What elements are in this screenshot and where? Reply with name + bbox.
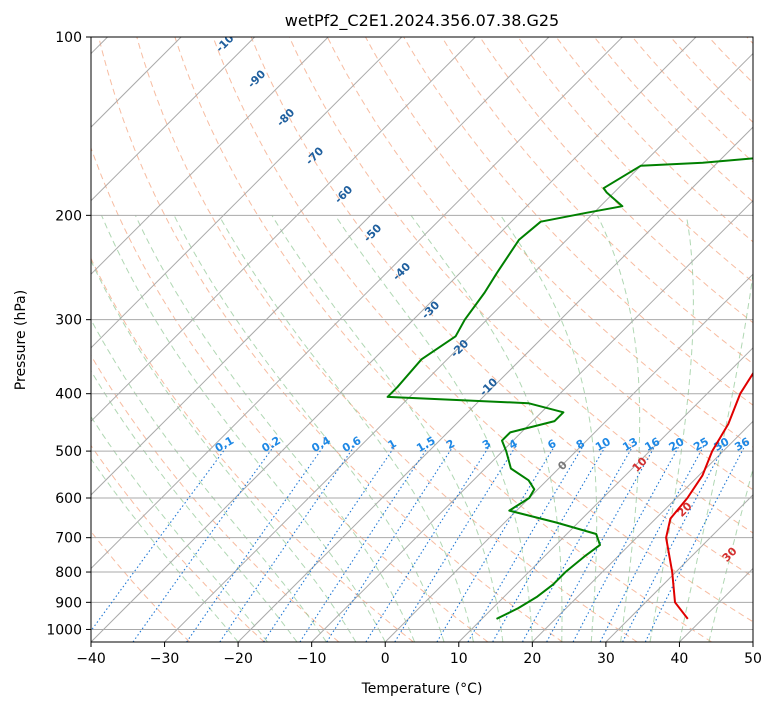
mixing-ratio-line xyxy=(263,445,396,642)
y-tick-label: 1000 xyxy=(46,622,82,638)
isotherm-gridline xyxy=(91,37,623,570)
isotherm-gridline xyxy=(237,126,753,642)
isotherm-gridline xyxy=(91,37,550,496)
dry-adiabat-line xyxy=(91,444,265,642)
plot-background xyxy=(91,37,753,642)
y-tick-label: 100 xyxy=(55,30,82,46)
dry-adiabat-line xyxy=(91,257,414,642)
mixing-ratio-line xyxy=(365,445,490,642)
isotherm-gridline xyxy=(605,494,753,642)
y-tick-label: 900 xyxy=(55,595,82,611)
x-tick-label: 20 xyxy=(523,651,541,667)
isotherm-gridline xyxy=(311,199,753,642)
mixing-ratio-line xyxy=(436,445,556,642)
moist-adiabat-line xyxy=(101,215,386,642)
dry-adiabat-line xyxy=(212,37,753,623)
y-axis: 100 200 300 400 500 600 700 800 900 1000 xyxy=(46,30,91,638)
mixing-ratio-line xyxy=(299,445,430,642)
mixing-ratio-line xyxy=(326,445,454,642)
y-tick-label: 300 xyxy=(55,313,82,329)
dry-adiabat-line xyxy=(288,37,753,534)
x-tick-label: 10 xyxy=(450,651,468,667)
moist-adiabat-line xyxy=(596,215,641,642)
y-tick-label: 400 xyxy=(55,387,82,403)
moist-adiabat-line xyxy=(91,369,298,642)
x-tick-label: −40 xyxy=(76,651,106,667)
isotherm-gridline xyxy=(531,420,753,642)
moist-adiabat-line xyxy=(173,215,445,642)
moist-adiabat-line xyxy=(134,215,416,642)
moist-adiabat-line xyxy=(218,215,474,642)
y-tick-label: 600 xyxy=(55,491,82,507)
mixing-ratio-line xyxy=(644,445,746,642)
x-tick-label: 50 xyxy=(744,651,762,667)
x-tick-label: −30 xyxy=(150,651,180,667)
isotherm-gridline xyxy=(91,37,697,642)
mixing-ratio-line xyxy=(546,445,656,642)
isotherm-gridline xyxy=(752,641,753,642)
dry-adiabat-line xyxy=(326,37,753,491)
x-tick-label: 30 xyxy=(597,651,615,667)
x-tick-label: 40 xyxy=(671,651,689,667)
dry-adiabat-line xyxy=(365,37,753,448)
dry-adiabat-line xyxy=(136,37,638,642)
isotherm-gridline xyxy=(164,52,753,642)
moist-adiabat-line xyxy=(271,215,504,642)
y-tick-label: 200 xyxy=(55,208,82,224)
dry-adiabat-line xyxy=(250,37,753,578)
mixing-ratio-line xyxy=(467,445,584,642)
moist-adiabat-line xyxy=(91,259,357,642)
x-axis: −40 −30 −20 −10 0 10 20 30 40 50 xyxy=(76,642,762,667)
chart-title: wetPf2_C2E1.2024.356.07.38.G25 xyxy=(285,11,559,31)
plot-frame xyxy=(90,36,754,643)
moist-adiabat-line xyxy=(678,270,753,642)
sounding-profile-line xyxy=(386,157,753,620)
isotherm-gridline xyxy=(91,37,403,349)
moist-adiabat-line xyxy=(91,318,327,642)
moist-adiabat-line xyxy=(91,457,239,642)
mixing-ratio-line xyxy=(186,445,325,642)
x-tick-label: −20 xyxy=(223,651,253,667)
isotherm-gridline xyxy=(458,347,753,642)
x-tick-label: −10 xyxy=(297,651,327,667)
x-axis-label: Temperature (°C) xyxy=(361,681,483,697)
x-tick-label: 0 xyxy=(381,651,390,667)
moist-adiabat-line xyxy=(410,215,563,642)
isotherm-label: 40 xyxy=(765,589,775,609)
y-tick-label: 500 xyxy=(55,444,82,460)
mixing-ratio-line xyxy=(219,445,356,642)
isotherm-gridline xyxy=(91,37,329,275)
isotherm-gridline xyxy=(91,37,256,202)
dry-adiabat-line xyxy=(91,354,340,642)
dry-adiabat-line xyxy=(98,37,563,642)
y-axis-label: Pressure (hPa) xyxy=(13,290,29,390)
mixing-ratio-line xyxy=(622,445,725,642)
mixing-ratio-line xyxy=(394,445,517,642)
mixing-ratio-line xyxy=(522,445,634,642)
mixing-ratio-line xyxy=(132,445,275,642)
isotherm-gridline xyxy=(91,37,476,423)
y-tick-label: 700 xyxy=(55,531,82,547)
y-tick-label: 800 xyxy=(55,565,82,581)
moist-adiabat-line xyxy=(649,215,694,642)
dry-adiabat-line xyxy=(174,37,712,642)
background-lines xyxy=(91,37,753,642)
moist-adiabat-line xyxy=(91,415,268,642)
isotherm-gridline xyxy=(384,273,753,642)
